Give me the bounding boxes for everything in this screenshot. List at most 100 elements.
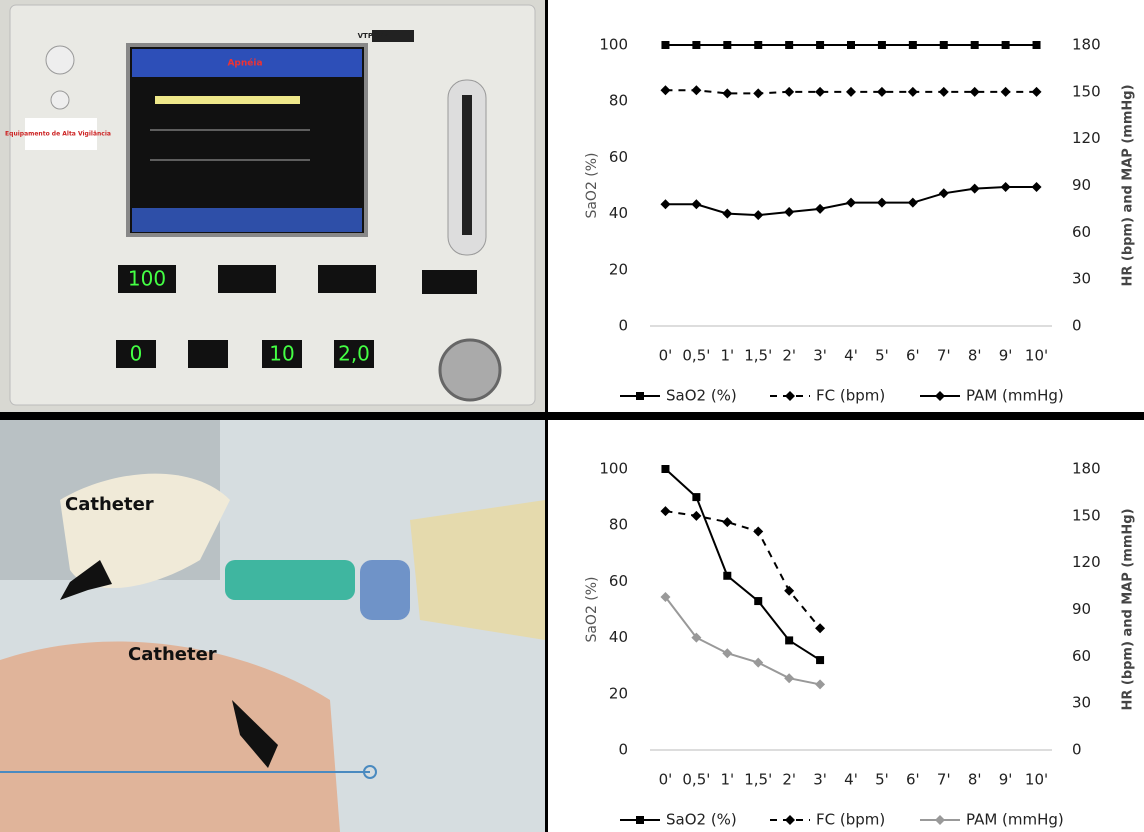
badge xyxy=(372,30,414,42)
y2-tick-label: 90 xyxy=(1072,176,1091,194)
y2-tick-label: 0 xyxy=(1072,741,1082,759)
marker xyxy=(692,41,701,49)
x-tick-label: 3' xyxy=(813,347,827,365)
button xyxy=(45,45,75,75)
filter xyxy=(225,560,355,600)
marker xyxy=(876,86,887,97)
x-tick-label: 0,5' xyxy=(682,771,710,789)
y-tick-label: 40 xyxy=(609,204,628,222)
x-tick-label: 0' xyxy=(659,347,673,365)
x-tick-label: 1' xyxy=(720,771,734,789)
marker xyxy=(661,41,670,49)
x-tick-label: 6' xyxy=(906,771,920,789)
legend-marker xyxy=(935,391,945,401)
marker xyxy=(722,517,733,528)
marker xyxy=(691,85,702,96)
y-tick-label: 60 xyxy=(609,572,628,590)
arrow xyxy=(232,700,278,768)
marker xyxy=(969,86,980,97)
marker xyxy=(846,86,856,97)
marker xyxy=(660,199,671,210)
marker xyxy=(661,465,670,473)
series-line xyxy=(665,510,821,629)
y2-tick-label: 150 xyxy=(1072,506,1101,524)
ventilator-photo: Apnéia VTP 844 Equipamento de Alta Vigil… xyxy=(0,0,545,412)
marker xyxy=(784,585,795,596)
y2-tick-label: 30 xyxy=(1072,694,1091,712)
screen-header xyxy=(132,49,362,77)
marker xyxy=(1000,182,1011,193)
x-tick-label: 8' xyxy=(968,347,982,365)
marker xyxy=(938,86,949,97)
marker xyxy=(785,636,794,645)
waveform xyxy=(155,96,300,104)
marker xyxy=(722,88,733,99)
photo-label: Catheter xyxy=(65,494,154,515)
marker xyxy=(753,88,764,99)
y2-axis-label: HR (bpm) and MAP (mmHg) xyxy=(1121,84,1136,286)
display xyxy=(422,270,477,294)
y2-tick-label: 120 xyxy=(1072,553,1101,571)
x-tick-label: 10' xyxy=(1025,347,1048,365)
x-tick-label: 4' xyxy=(844,347,858,365)
marker xyxy=(754,41,763,49)
y2-tick-label: 30 xyxy=(1072,270,1091,288)
series-line xyxy=(664,468,821,661)
arrow xyxy=(60,560,112,600)
marker xyxy=(1031,86,1042,97)
x-tick-label: 3' xyxy=(813,771,827,789)
marker xyxy=(969,183,980,194)
legend-marker xyxy=(935,815,945,825)
chart-panel xyxy=(548,0,1144,412)
y2-tick-label: 150 xyxy=(1072,82,1101,100)
x-tick-label: 2' xyxy=(782,347,796,365)
y2-axis-label: HR (bpm) and MAP (mmHg) xyxy=(1121,508,1136,710)
chart-panel xyxy=(548,420,1144,832)
x-tick-label: 2' xyxy=(782,771,796,789)
marker xyxy=(754,597,763,606)
y2-tick-label: 0 xyxy=(1072,317,1082,335)
glove xyxy=(60,473,230,589)
y2-tick-label: 180 xyxy=(1072,36,1101,54)
marker xyxy=(908,41,917,49)
x-tick-label: 0,5' xyxy=(682,347,710,365)
marker xyxy=(815,203,826,214)
marker xyxy=(939,41,948,49)
gauge-bar xyxy=(462,95,472,235)
marker xyxy=(1031,182,1042,193)
legend-label: SaO2 (%) xyxy=(666,811,737,829)
display xyxy=(318,265,376,293)
y-tick-label: 0 xyxy=(618,317,628,335)
display xyxy=(116,340,156,368)
y2-tick-label: 90 xyxy=(1072,600,1091,618)
x-tick-label: 5' xyxy=(875,771,889,789)
marker xyxy=(660,85,671,96)
marker xyxy=(692,493,701,502)
marker xyxy=(784,673,795,684)
legend-marker xyxy=(636,392,644,400)
x-tick-label: 8' xyxy=(968,771,982,789)
marker xyxy=(1001,41,1010,49)
arm xyxy=(0,641,340,832)
x-tick-label: 9' xyxy=(999,347,1013,365)
y-tick-label: 80 xyxy=(609,92,628,110)
marker xyxy=(723,41,732,49)
marker xyxy=(815,623,826,634)
x-tick-label: 7' xyxy=(937,771,951,789)
x-tick-label: 1,5' xyxy=(744,771,772,789)
y-tick-label: 100 xyxy=(599,460,628,478)
marker xyxy=(784,86,795,97)
screen-status: Apnéia xyxy=(227,58,262,69)
brand-label: Equipamento de Alta Vigilância xyxy=(5,131,111,138)
display xyxy=(118,265,176,293)
display xyxy=(218,265,276,293)
legend-label: FC (bpm) xyxy=(816,811,885,829)
x-tick-label: 4' xyxy=(844,771,858,789)
marker xyxy=(753,657,764,668)
y2-tick-label: 60 xyxy=(1072,223,1091,241)
x-tick-label: 1' xyxy=(720,347,734,365)
marker xyxy=(815,86,826,97)
marker xyxy=(877,41,886,49)
tubing xyxy=(410,500,545,640)
